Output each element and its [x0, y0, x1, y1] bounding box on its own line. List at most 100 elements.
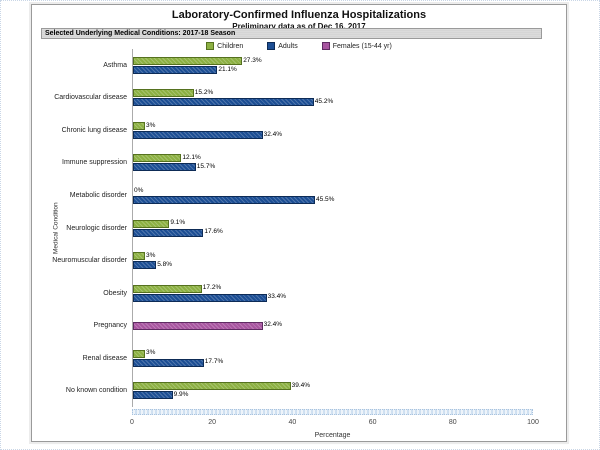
x-tick-label: 60: [368, 419, 377, 426]
bar-children[interactable]: [133, 219, 170, 228]
value-label: 17.7%: [204, 358, 224, 366]
legend-label: Females (15-44 yr): [332, 42, 392, 50]
category-label: Cardiovascular disease: [54, 94, 127, 102]
legend-swatch-icon: [267, 42, 276, 50]
legend-item[interactable]: Adults: [267, 42, 298, 50]
panel-header-bar: Selected Underlying Medical Conditions: …: [41, 28, 542, 39]
value-label: 33.4%: [267, 293, 287, 301]
bar-adults[interactable]: [133, 195, 315, 204]
x-axis-ticks: 0 20 40 60 80 100: [130, 419, 539, 428]
value-label: 21.1%: [218, 65, 237, 73]
chart-row: Metabolic disorder 0% 45.5%: [32, 179, 533, 212]
chart-row: Neurologic disorder 9.1% 17.6%: [32, 211, 533, 245]
plot-area: Asthma 27.3% 21.1% Cardiovascular disease 15…: [32, 49, 533, 408]
category-bars: 3% 5.8%: [132, 244, 533, 277]
value-label: 9.1%: [170, 219, 186, 227]
bar-children[interactable]: [133, 349, 145, 358]
bar-adults[interactable]: [133, 65, 218, 74]
bar-track: 3%: [133, 121, 533, 130]
bar-children[interactable]: [133, 382, 291, 391]
chart-title: Laboratory-Confirmed Influenza Hospitali…: [171, 9, 427, 21]
category-label: Metabolic disorder: [69, 191, 127, 199]
bar-children[interactable]: [133, 154, 182, 163]
bar-adults[interactable]: [133, 228, 204, 237]
bar-track: 9.9%: [133, 391, 533, 400]
chart-row: Neuromuscular disorder 3% 5.8%: [32, 244, 533, 277]
category-label: Immune suppression: [62, 159, 127, 167]
bar-track: 17.7%: [133, 358, 533, 367]
legend-item[interactable]: Females (15-44 yr): [321, 42, 392, 50]
chart-row: No known condition 39.4% 9.9%: [32, 374, 533, 408]
horizontal-scrollbar[interactable]: [132, 409, 533, 415]
x-tick-label: 80: [448, 419, 457, 426]
bar-track: 15.2%: [133, 89, 533, 98]
bar-track: 45.2%: [133, 98, 533, 107]
panel-header-label: Selected Underlying Medical Conditions: …: [45, 30, 236, 37]
legend-item[interactable]: Children: [206, 42, 243, 50]
bar-track: 0%: [133, 186, 533, 195]
bar-adults[interactable]: [133, 130, 263, 139]
bar-track: 3%: [133, 349, 533, 358]
bar-track: 32.4%: [133, 321, 533, 330]
value-label: 17.2%: [202, 284, 222, 292]
chart-panel: Laboratory-Confirmed Influenza Hospitali…: [29, 2, 569, 444]
category-bars: 0% 45.5%: [132, 179, 533, 212]
category-bars: 27.3% 21.1%: [132, 49, 533, 82]
legend-label: Children: [217, 42, 244, 50]
bar-track: 5.8%: [133, 261, 533, 270]
category-bars: 39.4% 9.9%: [132, 374, 533, 408]
x-axis-title: Percentage: [314, 432, 351, 439]
value-label: 15.2%: [194, 89, 214, 97]
value-label: 3%: [146, 349, 156, 357]
legend-label: Adults: [278, 42, 298, 50]
category-label: Neuromuscular disorder: [52, 257, 127, 265]
chart-subtitle: Preliminary data as of Dec 16, 2017: [232, 22, 366, 31]
bar-children[interactable]: [133, 284, 202, 293]
bar-track: 17.2%: [133, 284, 533, 293]
bar-track: 32.4%: [133, 130, 533, 139]
bar-adults[interactable]: [133, 358, 204, 367]
chart-row: Cardiovascular disease 15.2% 45.2%: [32, 81, 533, 115]
value-label: 32.4%: [263, 130, 283, 138]
chart-row: Immune suppression 12.1% 15.7%: [32, 146, 533, 180]
x-tick-label: 0: [130, 419, 134, 426]
category-label: Pregnancy: [93, 322, 127, 330]
bar-adults[interactable]: [133, 261, 157, 270]
bar-children[interactable]: [133, 56, 243, 65]
chart-row: Pregnancy 32.4%: [32, 309, 533, 342]
category-bars: 9.1% 17.6%: [132, 211, 533, 245]
bar-track: 9.1%: [133, 219, 533, 228]
legend-swatch-icon: [321, 42, 330, 50]
bar-adults[interactable]: [133, 98, 314, 107]
category-label: Neurologic disorder: [66, 224, 127, 232]
bar-track: 3%: [133, 252, 533, 261]
category-bars: 3% 17.7%: [132, 341, 533, 375]
bar-children[interactable]: [133, 121, 145, 130]
category-bars: 12.1% 15.7%: [132, 146, 533, 180]
value-label: 15.7%: [196, 163, 216, 171]
chart-row: Chronic lung disease 3% 32.4%: [32, 114, 533, 147]
x-tick-label: 40: [288, 419, 297, 426]
bar-track: 12.1%: [133, 154, 533, 163]
chart-row: Renal disease 3% 17.7%: [32, 341, 533, 375]
category-label: Asthma: [103, 61, 127, 69]
bar-females-15-44-yr[interactable]: [133, 321, 263, 330]
x-tick-label: 100: [527, 419, 539, 426]
bar-track: 33.4%: [133, 293, 533, 302]
category-label: Chronic lung disease: [61, 126, 127, 134]
legend-swatch-icon: [206, 42, 215, 50]
bar-track: 45.5%: [133, 195, 533, 204]
category-label: Obesity: [103, 289, 127, 297]
bar-track: 21.1%: [133, 65, 533, 74]
bar-adults[interactable]: [133, 391, 173, 400]
bar-track: 27.3%: [133, 56, 533, 65]
value-label: 3%: [146, 121, 156, 129]
bar-children[interactable]: [133, 89, 194, 98]
bar-adults[interactable]: [133, 163, 196, 172]
value-label: 0%: [134, 186, 144, 194]
bar-children[interactable]: [133, 252, 145, 261]
value-label: 5.8%: [157, 260, 173, 268]
bar-track: 17.6%: [133, 228, 533, 237]
bar-adults[interactable]: [133, 293, 267, 302]
value-label: 45.5%: [316, 195, 335, 203]
